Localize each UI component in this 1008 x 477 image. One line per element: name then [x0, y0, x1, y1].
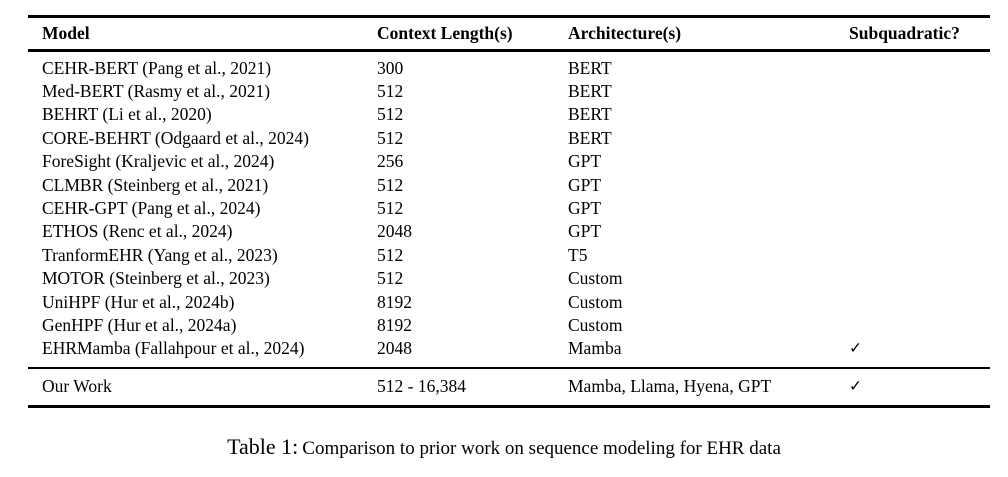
table-separator-rule: [28, 366, 990, 369]
checkmark-icon: [845, 244, 990, 267]
table-row: ETHOS (Renc et al., 2024) 2048 GPT: [28, 220, 990, 243]
context-length-cell: 512: [377, 197, 404, 218]
table-row: Med-BERT (Rasmy et al., 2021) 512 BERT: [28, 80, 990, 103]
context-length-cell: 300: [377, 57, 404, 78]
checkmark-icon: [845, 150, 990, 173]
architecture-cell: BERT: [568, 57, 612, 78]
checkmark-icon: ✓: [849, 339, 862, 358]
table-top-rule: [28, 15, 990, 18]
checkmark-icon: [845, 174, 990, 197]
architecture-cell: BERT: [568, 104, 612, 125]
model-cell: MOTOR (Steinberg et al., 2023): [42, 268, 270, 289]
context-length-cell: 2048: [377, 221, 412, 242]
context-length-cell: 512: [377, 174, 404, 195]
table-caption: Table 1: Comparison to prior work on seq…: [0, 434, 1008, 460]
architecture-cell: GPT: [568, 221, 602, 242]
model-cell: Med-BERT (Rasmy et al., 2021): [42, 80, 271, 101]
table-header-rule: [28, 49, 990, 52]
column-header-subquadratic: Subquadratic?: [849, 22, 960, 43]
checkmark-icon: [845, 267, 990, 290]
context-length-cell: 8192: [377, 291, 412, 312]
table-row: CEHR-GPT (Pang et al., 2024) 512 GPT: [28, 197, 990, 220]
context-length-cell: 256: [377, 151, 404, 172]
architecture-cell: Custom: [568, 291, 623, 312]
model-cell: CLMBR (Steinberg et al., 2021): [42, 174, 269, 195]
table-row: ForeSight (Kraljevic et al., 2024) 256 G…: [28, 150, 990, 173]
column-header-architecture: Architecture(s): [568, 22, 682, 43]
checkmark-icon: [845, 220, 990, 243]
caption-label: Table 1:: [227, 434, 299, 459]
checkmark-icon: [845, 314, 990, 337]
checkmark-icon: [845, 291, 990, 314]
table-bottom-rule: [28, 404, 990, 408]
table-row: BEHRT (Li et al., 2020) 512 BERT: [28, 103, 990, 126]
architecture-cell: T5: [568, 244, 588, 265]
table-row: MOTOR (Steinberg et al., 2023) 512 Custo…: [28, 267, 990, 290]
table-row: UniHPF (Hur et al., 2024b) 8192 Custom: [28, 291, 990, 314]
checkmark-icon: [845, 127, 990, 150]
table-body: CEHR-BERT (Pang et al., 2021) 300 BERT M…: [28, 52, 990, 367]
checkmark-icon: [845, 80, 990, 103]
table-row: EHRMamba (Fallahpour et al., 2024) 2048 …: [28, 337, 990, 360]
checkmark-icon: [845, 57, 990, 80]
architecture-cell: Custom: [568, 268, 623, 289]
architecture-cell: GPT: [568, 151, 602, 172]
architecture-cell: Mamba: [568, 338, 622, 359]
model-cell: GenHPF (Hur et al., 2024a): [42, 314, 237, 335]
model-cell: Our Work: [42, 376, 112, 397]
model-cell: ForeSight (Kraljevic et al., 2024): [42, 151, 275, 172]
context-length-cell: 512 - 16,384: [377, 376, 466, 397]
context-length-cell: 2048: [377, 338, 412, 359]
table-row: CORE-BEHRT (Odgaard et al., 2024) 512 BE…: [28, 127, 990, 150]
model-cell: CEHR-GPT (Pang et al., 2024): [42, 197, 261, 218]
architecture-cell: GPT: [568, 197, 602, 218]
column-header-context-length: Context Length(s): [377, 22, 513, 43]
context-length-cell: 8192: [377, 314, 412, 335]
context-length-cell: 512: [377, 127, 404, 148]
architecture-cell: BERT: [568, 127, 612, 148]
model-cell: ETHOS (Renc et al., 2024): [42, 221, 233, 242]
table-row: GenHPF (Hur et al., 2024a) 8192 Custom: [28, 314, 990, 337]
context-length-cell: 512: [377, 268, 404, 289]
model-cell: CORE-BEHRT (Odgaard et al., 2024): [42, 127, 309, 148]
caption-text: Comparison to prior work on sequence mod…: [302, 438, 781, 459]
checkmark-icon: [845, 197, 990, 220]
checkmark-icon: [845, 103, 990, 126]
architecture-cell: Mamba, Llama, Hyena, GPT: [568, 376, 772, 397]
comparison-table: Model Context Length(s) Architecture(s) …: [28, 15, 990, 408]
architecture-cell: Custom: [568, 314, 623, 335]
column-header-model: Model: [42, 22, 90, 43]
model-cell: UniHPF (Hur et al., 2024b): [42, 291, 235, 312]
architecture-cell: GPT: [568, 174, 602, 195]
context-length-cell: 512: [377, 104, 404, 125]
model-cell: EHRMamba (Fallahpour et al., 2024): [42, 338, 305, 359]
our-work-row: Our Work 512 - 16,384 Mamba, Llama, Hyen…: [28, 369, 990, 405]
model-cell: CEHR-BERT (Pang et al., 2021): [42, 57, 272, 78]
model-cell: BEHRT (Li et al., 2020): [42, 104, 212, 125]
checkmark-icon: ✓: [849, 377, 862, 396]
context-length-cell: 512: [377, 80, 404, 101]
architecture-cell: BERT: [568, 80, 612, 101]
context-length-cell: 512: [377, 244, 404, 265]
table-row: TranformEHR (Yang et al., 2023) 512 T5: [28, 244, 990, 267]
model-cell: TranformEHR (Yang et al., 2023): [42, 244, 278, 265]
table-row: CEHR-BERT (Pang et al., 2021) 300 BERT: [28, 57, 990, 80]
table-header-row: Model Context Length(s) Architecture(s) …: [28, 18, 990, 49]
table-row: CLMBR (Steinberg et al., 2021) 512 GPT: [28, 174, 990, 197]
